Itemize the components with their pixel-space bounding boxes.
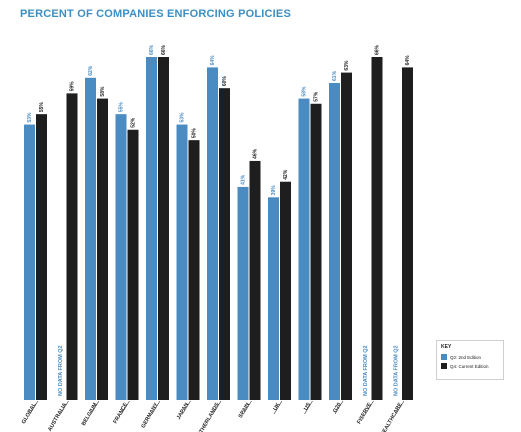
axis-tick (365, 400, 374, 415)
bar-q2 (85, 77, 96, 401)
axis-tick (395, 400, 405, 415)
data-label: 58% (100, 86, 106, 97)
category-label: UK (273, 402, 282, 412)
data-label: 53% (27, 112, 33, 123)
bar-q2 (24, 124, 35, 400)
bar-q2 (237, 186, 249, 400)
category-label: US (303, 402, 312, 412)
bar-q4 (310, 103, 322, 400)
bar-q2 (176, 124, 188, 400)
bar-q4 (341, 72, 352, 400)
data-label: 41% (240, 174, 246, 185)
data-label: 39% (271, 185, 277, 196)
bar-q4 (66, 93, 78, 400)
axis-tick (182, 400, 191, 415)
bar-q2 (146, 57, 157, 400)
chart-title: PERCENT OF COMPANIES ENFORCING POLICIES (20, 8, 292, 20)
data-label: 66% (161, 44, 167, 55)
data-label: 42% (283, 169, 289, 180)
axis-tick (29, 400, 39, 415)
data-label: 64% (210, 55, 216, 66)
legend-swatch-q2 (441, 354, 447, 360)
axis-tick (121, 400, 130, 415)
data-label: 62% (88, 65, 94, 76)
legend-item-q4: Q4: Current Edition (441, 363, 499, 369)
data-label: 50% (191, 128, 197, 139)
axis-tick (90, 400, 100, 415)
data-label: 55% (118, 102, 124, 113)
axis-tick (273, 400, 283, 415)
no-data-label: NO DATA FROM Q2 (58, 345, 64, 396)
bar-q4 (158, 57, 169, 400)
axis-tick (151, 400, 161, 415)
category-label: NETHERLANDS (195, 402, 221, 432)
data-label: 58% (301, 86, 307, 97)
bar-q4 (36, 114, 47, 401)
category-label: G20 (332, 402, 342, 414)
bar-q2 (268, 197, 279, 400)
legend-label-q4: Q4: Current Edition (450, 363, 489, 369)
bar-q2 (329, 82, 340, 400)
no-data-label: NO DATA FROM Q2 (393, 345, 399, 396)
data-label: 66% (374, 44, 380, 55)
bar-q4 (249, 160, 261, 400)
bar-q2 (298, 98, 310, 401)
legend-label-q2: Q2: 2nd Edition (450, 354, 482, 360)
bar-q4 (188, 140, 200, 400)
data-label: 46% (252, 148, 258, 159)
data-label: 60% (222, 76, 228, 87)
no-data-label: NO DATA FROM Q2 (363, 345, 369, 396)
axis-tick (212, 400, 222, 415)
data-label: 66% (149, 44, 155, 55)
data-label: 64% (405, 55, 411, 66)
category-label: HEALTHCARE (380, 402, 404, 432)
data-label: 53% (179, 112, 185, 123)
axis-tick (334, 400, 344, 415)
legend-item-q2: Q2: 2nd Edition (441, 354, 499, 360)
data-label: 59% (69, 81, 75, 92)
bar-q4 (127, 129, 139, 400)
axis-tick (60, 400, 69, 415)
axis-tick (304, 400, 313, 415)
bar-q4 (402, 67, 413, 401)
data-label: 55% (39, 102, 45, 113)
data-label: 63% (344, 60, 350, 71)
data-label: 52% (130, 117, 136, 128)
legend-swatch-q4 (441, 363, 447, 369)
bar-q4 (97, 98, 108, 401)
legend: KEY Q2: 2nd Edition Q4: Current Edition (436, 340, 504, 380)
data-label: 61% (332, 70, 338, 81)
bar-q2 (115, 114, 127, 401)
bar-q4 (219, 88, 230, 400)
data-label: 57% (313, 91, 319, 102)
legend-title: KEY (441, 344, 452, 350)
axis-tick (243, 400, 252, 415)
bar-q4 (280, 181, 291, 400)
bar-q2 (207, 67, 218, 401)
bar-q4 (371, 57, 383, 400)
